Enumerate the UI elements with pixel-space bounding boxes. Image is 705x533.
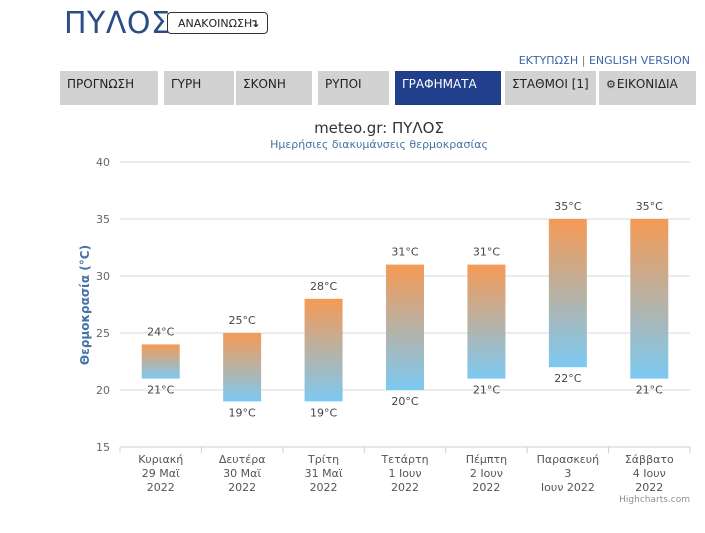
- tab-label: ΠΡΟΓΝΩΣΗ: [67, 77, 135, 91]
- y-tick-label: 15: [96, 441, 110, 454]
- x-category-label: 2022: [391, 481, 419, 494]
- nav-tabs: ΠΡΟΓΝΩΣΗ ΓΥΡΗ ΣΚΟΝΗ ΡΥΠΟΙ ΓΡΑΦΗΜΑΤΑ ΣΤΑΘ…: [60, 71, 696, 105]
- tab-stations[interactable]: ΣΤΑΘΜΟΙ [1]: [505, 71, 596, 105]
- tab-label: ΕΙΚΟΝΙΔΙΑ: [616, 77, 678, 91]
- x-category-label: 2022: [147, 481, 175, 494]
- tab-pollen[interactable]: ΓΥΡΗ: [164, 71, 234, 105]
- low-temp-label: 21°C: [473, 384, 500, 397]
- low-temp-label: 21°C: [636, 384, 663, 397]
- high-temp-label: 35°C: [554, 200, 581, 213]
- tab-widgets[interactable]: ⚙ΕΙΚΟΝΙΔΙΑ: [599, 71, 696, 105]
- y-tick-label: 30: [96, 270, 110, 283]
- temperature-range-bar[interactable]: [304, 298, 343, 402]
- low-temp-label: 21°C: [147, 384, 174, 397]
- x-category-label: 2022: [310, 481, 338, 494]
- high-temp-label: 31°C: [391, 246, 418, 259]
- x-category-label: 29 Μαϊ: [142, 467, 180, 480]
- tab-charts[interactable]: ΓΡΑΦΗΜΑΤΑ: [395, 71, 501, 105]
- x-category-label: Σάββατο: [625, 453, 674, 466]
- tab-forecast[interactable]: ΠΡΟΓΝΩΣΗ: [60, 71, 158, 105]
- x-category-label: 2 Ιουν: [470, 467, 503, 480]
- x-category-label: 1 Ιουν: [389, 467, 422, 480]
- x-category-label: 30 Μαϊ: [223, 467, 261, 480]
- low-temp-label: 19°C: [310, 406, 337, 419]
- x-category-label: 3: [564, 467, 571, 480]
- y-tick-label: 40: [96, 156, 110, 169]
- english-version-link[interactable]: ENGLISH VERSION: [588, 54, 690, 67]
- arrow-down-icon: ↴: [249, 17, 259, 30]
- tab-label: ΣΤΑΘΜΟΙ [1]: [512, 77, 589, 91]
- x-category-label: Πέμπτη: [466, 453, 507, 466]
- x-category-label: Δευτέρα: [219, 453, 266, 466]
- temperature-range-bar[interactable]: [630, 219, 669, 379]
- x-category-label: Κυριακή: [138, 453, 183, 466]
- chart-subtitle: Ημερήσιες διακυμάνσεις θερμοκρασίας: [270, 138, 488, 151]
- x-category-label: 4 Ιουν: [633, 467, 666, 480]
- temperature-range-bar[interactable]: [386, 264, 424, 390]
- high-temp-label: 25°C: [229, 314, 256, 327]
- high-temp-label: 31°C: [473, 246, 500, 259]
- credits-label[interactable]: Highcharts.com: [619, 495, 690, 505]
- y-axis-title: Θερμοκρασία (°C): [78, 245, 92, 365]
- y-tick-label: 35: [96, 213, 110, 226]
- temperature-range-bar[interactable]: [223, 333, 262, 402]
- tab-label: ΓΡΑΦΗΜΑΤΑ: [402, 77, 477, 91]
- temperature-range-bar[interactable]: [467, 264, 506, 379]
- high-temp-label: 35°C: [636, 200, 663, 213]
- city-title: ΠΥΛΟΣ: [64, 6, 171, 41]
- print-link[interactable]: ΕΚΤΥΠΩΣΗ: [518, 54, 579, 67]
- tab-label: ΡΥΠΟΙ: [325, 77, 362, 91]
- x-category-label: Τετάρτη: [380, 453, 428, 466]
- x-category-label: Τρίτη: [307, 453, 339, 466]
- announcement-button[interactable]: ΑΝΑΚΟΙΝΩΣΗ ↴: [167, 12, 268, 34]
- chart-title: meteo.gr: ΠΥΛΟΣ: [314, 119, 444, 137]
- x-category-label: Παρασκευή: [537, 453, 600, 466]
- announcement-label: ΑΝΑΚΟΙΝΩΣΗ: [178, 17, 253, 30]
- x-category-label: 2022: [228, 481, 256, 494]
- tab-pollutants[interactable]: ΡΥΠΟΙ: [318, 71, 389, 105]
- tab-label: ΓΥΡΗ: [171, 77, 202, 91]
- gear-icon: ⚙: [606, 78, 616, 91]
- high-temp-label: 24°C: [147, 325, 174, 338]
- low-temp-label: 20°C: [391, 395, 418, 408]
- y-tick-label: 25: [96, 327, 110, 340]
- x-category-label: 2022: [635, 481, 663, 494]
- x-category-label: 2022: [472, 481, 500, 494]
- tab-label: ΣΚΟΝΗ: [243, 77, 286, 91]
- temperature-range-bar[interactable]: [141, 344, 180, 379]
- high-temp-label: 28°C: [310, 280, 337, 293]
- x-category-label: 31 Μαϊ: [305, 467, 343, 480]
- low-temp-label: 19°C: [229, 406, 256, 419]
- temperature-range-bar[interactable]: [548, 219, 587, 368]
- x-category-label: Ιουν 2022: [541, 481, 595, 494]
- y-tick-label: 20: [96, 384, 110, 397]
- low-temp-label: 22°C: [554, 372, 581, 385]
- tab-dust[interactable]: ΣΚΟΝΗ: [236, 71, 312, 105]
- link-separator: |: [581, 54, 586, 67]
- top-links: ΕΚΤΥΠΩΣΗ | ENGLISH VERSION: [519, 54, 690, 67]
